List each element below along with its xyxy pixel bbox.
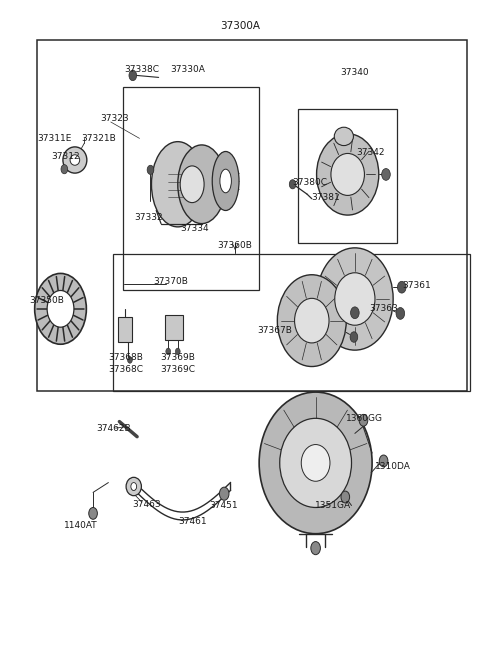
Text: 37381: 37381 bbox=[312, 193, 340, 202]
Ellipse shape bbox=[220, 170, 231, 193]
Circle shape bbox=[359, 415, 368, 426]
Text: 37360B: 37360B bbox=[218, 240, 252, 250]
Text: 1360GG: 1360GG bbox=[346, 415, 383, 424]
Ellipse shape bbox=[180, 166, 204, 202]
Circle shape bbox=[382, 169, 390, 180]
Circle shape bbox=[350, 332, 358, 342]
Text: 37340: 37340 bbox=[340, 68, 369, 78]
Text: 37350B: 37350B bbox=[29, 296, 64, 305]
Text: 37334: 37334 bbox=[180, 224, 209, 233]
Ellipse shape bbox=[331, 154, 364, 195]
Bar bbox=[36, 40, 468, 391]
Text: 37369B: 37369B bbox=[160, 353, 195, 362]
Text: 37300A: 37300A bbox=[220, 20, 260, 31]
Ellipse shape bbox=[178, 145, 226, 223]
Circle shape bbox=[89, 507, 97, 519]
Ellipse shape bbox=[301, 445, 330, 482]
Ellipse shape bbox=[126, 478, 142, 495]
Bar bbox=[113, 254, 470, 391]
Text: 37380C: 37380C bbox=[292, 179, 327, 187]
Text: 37311E: 37311E bbox=[37, 134, 72, 143]
Ellipse shape bbox=[35, 273, 86, 344]
Ellipse shape bbox=[317, 134, 379, 215]
Ellipse shape bbox=[259, 392, 372, 533]
Circle shape bbox=[147, 166, 154, 174]
Circle shape bbox=[129, 70, 137, 81]
Text: 37451: 37451 bbox=[209, 501, 238, 510]
Ellipse shape bbox=[334, 127, 353, 146]
Circle shape bbox=[396, 307, 405, 319]
Text: 37368B: 37368B bbox=[108, 353, 144, 362]
Text: 37321B: 37321B bbox=[82, 134, 116, 143]
Text: 37368C: 37368C bbox=[108, 365, 144, 374]
Circle shape bbox=[219, 487, 229, 500]
Text: 37342: 37342 bbox=[357, 148, 385, 157]
Circle shape bbox=[350, 307, 359, 319]
Text: 37363: 37363 bbox=[369, 304, 398, 313]
Circle shape bbox=[311, 541, 321, 555]
Text: 37323: 37323 bbox=[100, 114, 129, 124]
Text: 37461: 37461 bbox=[178, 518, 206, 526]
Bar bbox=[118, 317, 132, 342]
Text: 37367B: 37367B bbox=[257, 326, 292, 335]
Circle shape bbox=[175, 348, 180, 355]
Circle shape bbox=[341, 491, 349, 503]
Circle shape bbox=[166, 348, 170, 355]
Ellipse shape bbox=[295, 298, 329, 343]
Circle shape bbox=[129, 481, 139, 493]
Text: 1140AT: 1140AT bbox=[64, 521, 98, 530]
Ellipse shape bbox=[317, 248, 393, 350]
Text: 37463: 37463 bbox=[132, 500, 161, 509]
Text: 37369C: 37369C bbox=[160, 365, 195, 374]
Text: 37370B: 37370B bbox=[153, 277, 188, 286]
Circle shape bbox=[289, 179, 296, 189]
Circle shape bbox=[132, 484, 136, 490]
Ellipse shape bbox=[212, 152, 239, 210]
Bar bbox=[123, 87, 259, 290]
Ellipse shape bbox=[335, 273, 375, 325]
Ellipse shape bbox=[152, 142, 204, 227]
Text: 37330A: 37330A bbox=[170, 65, 205, 74]
Circle shape bbox=[131, 483, 137, 490]
Text: 37361: 37361 bbox=[403, 281, 432, 290]
Text: 1310DA: 1310DA bbox=[375, 462, 411, 470]
Ellipse shape bbox=[63, 147, 87, 173]
Text: 37332: 37332 bbox=[135, 213, 163, 221]
Ellipse shape bbox=[47, 290, 74, 327]
Bar bbox=[299, 109, 396, 243]
Ellipse shape bbox=[277, 275, 346, 367]
Circle shape bbox=[61, 165, 68, 173]
Text: 37338C: 37338C bbox=[124, 65, 159, 74]
Text: 37312: 37312 bbox=[51, 152, 80, 161]
Text: 1351GA: 1351GA bbox=[315, 501, 351, 510]
Text: 37462B: 37462B bbox=[96, 424, 131, 434]
Bar bbox=[165, 315, 183, 340]
Ellipse shape bbox=[280, 419, 351, 507]
Circle shape bbox=[397, 281, 406, 293]
Circle shape bbox=[379, 455, 388, 467]
Ellipse shape bbox=[70, 155, 80, 166]
Circle shape bbox=[128, 357, 132, 363]
